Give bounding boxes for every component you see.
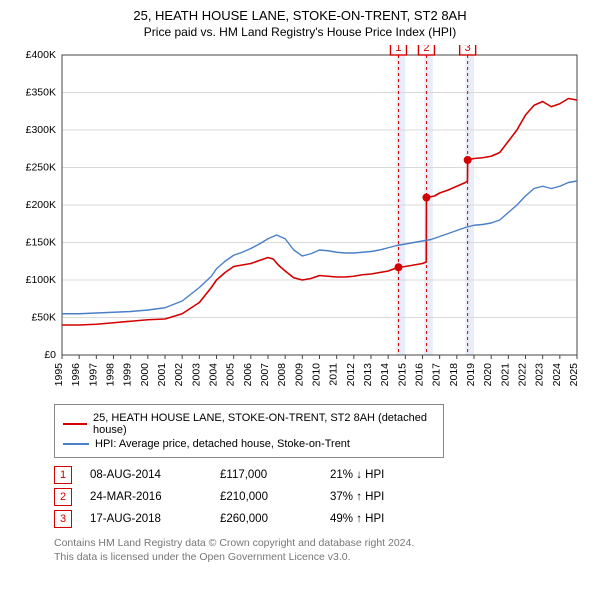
svg-text:£350K: £350K — [26, 87, 56, 99]
svg-text:2016: 2016 — [414, 363, 426, 387]
marker-badge: 2 — [54, 488, 72, 506]
svg-text:£300K: £300K — [26, 124, 56, 136]
svg-text:2025: 2025 — [568, 363, 580, 387]
svg-text:1: 1 — [395, 45, 401, 54]
svg-text:2021: 2021 — [499, 363, 511, 387]
svg-text:£150K: £150K — [26, 237, 56, 249]
marker-date: 08-AUG-2014 — [90, 469, 220, 481]
marker-row: 2 24-MAR-2016 £210,000 37% ↑ HPI — [54, 488, 588, 506]
legend: 25, HEATH HOUSE LANE, STOKE-ON-TRENT, ST… — [54, 404, 444, 458]
svg-text:1997: 1997 — [87, 363, 99, 387]
line-chart: £0 £50K £100K £150K £200K £250K £300K £350K £400… — [12, 45, 588, 397]
svg-text:3: 3 — [465, 45, 471, 54]
legend-swatch — [63, 443, 89, 445]
svg-text:2005: 2005 — [225, 363, 237, 387]
svg-text:1998: 1998 — [105, 363, 117, 387]
svg-text:2019: 2019 — [465, 363, 477, 387]
legend-label: HPI: Average price, detached house, Stok… — [95, 438, 350, 450]
svg-text:2002: 2002 — [173, 363, 185, 387]
svg-text:2001: 2001 — [156, 363, 168, 387]
attribution-line: This data is licensed under the Open Gov… — [54, 550, 588, 564]
svg-text:£200K: £200K — [26, 199, 56, 211]
marker-badge: 3 — [54, 510, 72, 528]
marker-price: £117,000 — [220, 469, 330, 481]
svg-text:2023: 2023 — [534, 363, 546, 387]
svg-text:2000: 2000 — [139, 363, 151, 387]
svg-text:2015: 2015 — [396, 363, 408, 387]
svg-text:2008: 2008 — [276, 363, 288, 387]
svg-text:2022: 2022 — [517, 363, 529, 387]
marker-price: £210,000 — [220, 491, 330, 503]
legend-item: 25, HEATH HOUSE LANE, STOKE-ON-TRENT, ST… — [63, 412, 435, 436]
legend-label: 25, HEATH HOUSE LANE, STOKE-ON-TRENT, ST… — [93, 412, 435, 436]
svg-text:2014: 2014 — [379, 363, 391, 387]
svg-text:2: 2 — [423, 45, 429, 54]
svg-text:1999: 1999 — [122, 363, 134, 387]
marker-row: 3 17-AUG-2018 £260,000 49% ↑ HPI — [54, 510, 588, 528]
svg-text:£0: £0 — [44, 349, 56, 361]
marker-date: 17-AUG-2018 — [90, 513, 220, 525]
chart-container: 25, HEATH HOUSE LANE, STOKE-ON-TRENT, ST… — [0, 0, 600, 574]
svg-text:£400K: £400K — [26, 49, 56, 61]
svg-text:1995: 1995 — [53, 363, 65, 387]
marker-delta: 21% ↓ HPI — [330, 469, 450, 481]
legend-swatch — [63, 423, 87, 425]
svg-text:2007: 2007 — [259, 363, 271, 387]
chart-subtitle: Price paid vs. HM Land Registry's House … — [12, 25, 588, 39]
chart-plot: £0 £50K £100K £150K £200K £250K £300K £350K £400… — [12, 45, 588, 397]
marker-date: 24-MAR-2016 — [90, 491, 220, 503]
svg-text:2013: 2013 — [362, 363, 374, 387]
attribution-line: Contains HM Land Registry data © Crown c… — [54, 536, 588, 550]
svg-text:2018: 2018 — [448, 363, 460, 387]
marker-delta: 37% ↑ HPI — [330, 491, 450, 503]
marker-price: £260,000 — [220, 513, 330, 525]
marker-delta: 49% ↑ HPI — [330, 513, 450, 525]
svg-text:2017: 2017 — [431, 363, 443, 387]
marker-badge: 1 — [54, 466, 72, 484]
marker-row: 1 08-AUG-2014 £117,000 21% ↓ HPI — [54, 466, 588, 484]
svg-text:1996: 1996 — [70, 363, 82, 387]
svg-text:2010: 2010 — [311, 363, 323, 387]
chart-title: 25, HEATH HOUSE LANE, STOKE-ON-TRENT, ST… — [12, 8, 588, 23]
svg-text:2024: 2024 — [551, 363, 563, 387]
svg-text:£250K: £250K — [26, 162, 56, 174]
markers-table: 1 08-AUG-2014 £117,000 21% ↓ HPI 2 24-MA… — [54, 466, 588, 528]
svg-text:2011: 2011 — [328, 363, 340, 386]
svg-text:2009: 2009 — [293, 363, 305, 387]
attribution: Contains HM Land Registry data © Crown c… — [54, 536, 588, 564]
svg-text:2020: 2020 — [482, 363, 494, 387]
svg-text:2003: 2003 — [190, 363, 202, 387]
legend-item: HPI: Average price, detached house, Stok… — [63, 438, 435, 450]
svg-text:2012: 2012 — [345, 363, 357, 387]
svg-text:2006: 2006 — [242, 363, 254, 387]
svg-text:£50K: £50K — [31, 312, 56, 324]
svg-text:£100K: £100K — [26, 274, 56, 286]
svg-text:2004: 2004 — [208, 363, 220, 387]
